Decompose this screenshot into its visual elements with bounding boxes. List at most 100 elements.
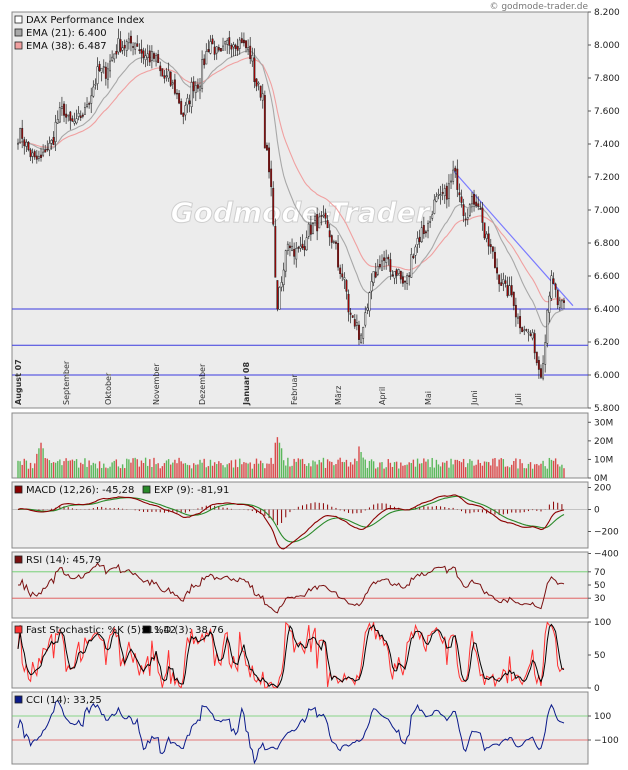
candle-body — [468, 204, 471, 216]
volume-bar — [370, 459, 373, 478]
macd-legend-label: EXP (9): -81,91 — [154, 485, 229, 496]
volume-bar — [540, 463, 542, 478]
volume-bar — [220, 463, 222, 478]
candle-body — [489, 244, 492, 248]
volume-bar — [341, 461, 343, 478]
candle-body — [107, 68, 109, 80]
candle-body — [90, 95, 93, 104]
volume-bar — [295, 461, 297, 478]
volume-bar — [280, 448, 283, 478]
volume-bar — [335, 464, 337, 478]
volume-bar — [130, 462, 132, 478]
volume-bar — [487, 462, 490, 478]
candle-body — [42, 151, 45, 156]
candle-body — [362, 327, 365, 339]
candle-body — [134, 42, 137, 50]
macd-axis-tick-label: 200 — [594, 484, 611, 494]
volume-bar — [421, 463, 423, 478]
volume-bar — [383, 468, 385, 478]
candle-body — [230, 45, 233, 50]
volume-bar — [446, 460, 448, 478]
volume-bar — [199, 459, 201, 478]
month-label: Juli — [514, 393, 523, 406]
candle-body — [63, 103, 65, 116]
volume-bar — [312, 460, 314, 478]
candle-body — [44, 149, 47, 153]
volume-bar — [500, 458, 502, 478]
volume-bar — [257, 463, 260, 478]
candle-body — [56, 119, 59, 124]
volume-bar — [414, 466, 417, 478]
candle-body — [332, 241, 335, 243]
candle-body — [213, 46, 216, 55]
candle-body — [236, 46, 239, 51]
volume-bar — [559, 466, 561, 478]
volume-bar — [433, 467, 435, 478]
candle-body — [381, 260, 383, 271]
candle-body — [316, 214, 319, 232]
candle-body — [500, 282, 503, 286]
volume-bar — [188, 465, 191, 478]
stochastic-legend-label: Fast Stochastic: %K (5): 11,42 — [26, 625, 176, 636]
volume-bar — [71, 459, 74, 478]
candle-body — [416, 238, 419, 245]
candle-body — [512, 291, 515, 306]
volume-bar — [278, 442, 281, 478]
volume-bar — [46, 458, 48, 478]
candle-body — [278, 287, 281, 310]
price-axis-tick-label: 7.600 — [594, 107, 620, 117]
stochastic-legend-label: %D (3): 38,76 — [154, 625, 224, 636]
volume-bar — [96, 468, 99, 478]
candle-body — [186, 97, 189, 106]
candle-body — [75, 118, 78, 124]
candle-body — [450, 180, 452, 183]
candle-body — [353, 319, 356, 327]
volume-bar — [554, 458, 557, 478]
volume-bar — [236, 467, 239, 478]
candle-body — [71, 118, 74, 122]
volume-bar — [546, 468, 548, 478]
volume-bar — [119, 468, 122, 478]
volume-bar — [483, 461, 486, 478]
candle-body — [280, 282, 283, 288]
volume-bar — [262, 463, 264, 478]
candle-body — [471, 196, 473, 205]
candle-body — [540, 368, 542, 378]
candle-body — [182, 112, 185, 117]
candle-body — [276, 280, 279, 310]
volume-bar — [211, 465, 214, 478]
volume-bar — [82, 464, 84, 478]
candle-body — [439, 194, 442, 196]
candle-body — [349, 312, 352, 315]
volume-bar — [527, 463, 530, 478]
volume-bar — [67, 460, 69, 478]
volume-bar — [61, 465, 63, 478]
candle-body — [100, 67, 103, 73]
candle-body — [40, 154, 42, 158]
candle-body — [205, 51, 208, 65]
volume-bar — [245, 462, 247, 478]
candle-body — [117, 38, 120, 53]
candle-body — [418, 236, 421, 243]
rsi-legend-swatch — [14, 555, 23, 564]
candle-body — [73, 120, 76, 124]
candle-body — [253, 57, 256, 83]
candle-body — [224, 41, 227, 45]
volume-bar — [536, 463, 538, 478]
volume-bar — [387, 459, 389, 478]
candle-body — [401, 276, 404, 284]
volume-bar — [404, 465, 406, 478]
volume-bar — [517, 468, 519, 478]
volume-bar — [94, 463, 97, 478]
candle-body — [527, 331, 530, 334]
volume-bar — [552, 460, 555, 478]
stochastic-axis-tick-label: 100 — [594, 618, 611, 628]
volume-bar — [293, 458, 295, 478]
volume-bar — [416, 458, 419, 478]
volume-bar — [84, 458, 86, 478]
price-axis-tick-label: 7.800 — [594, 74, 620, 84]
candle-body — [159, 65, 162, 72]
volume-bar — [167, 459, 170, 478]
candle-body — [307, 223, 310, 237]
volume-bar — [27, 468, 30, 478]
